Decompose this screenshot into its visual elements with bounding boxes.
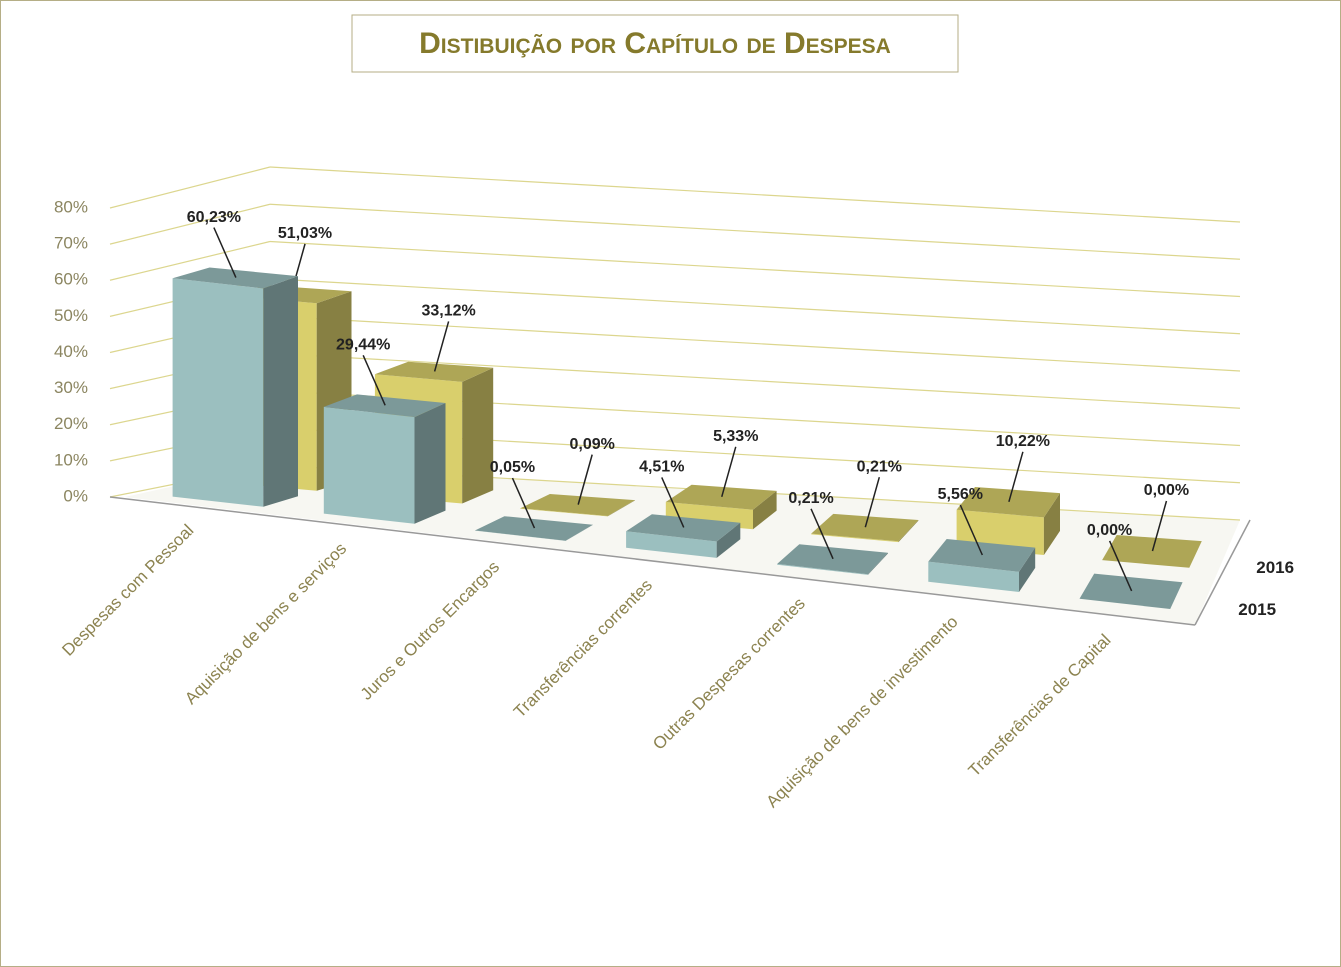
grid-line (269, 166, 1241, 223)
grid-line (109, 166, 271, 209)
bar-front (323, 406, 415, 524)
bar-top (1079, 573, 1183, 609)
bar-top (956, 487, 1060, 518)
grid-line (109, 240, 271, 281)
value-label: 51,03% (278, 225, 332, 242)
bar-top (374, 361, 494, 382)
grid-line (269, 352, 1241, 409)
leader-line (959, 504, 984, 556)
bar-front (777, 563, 868, 575)
bar-front (520, 508, 608, 517)
y-tick-label: 80% (54, 197, 88, 216)
bar-top (811, 513, 919, 542)
y-tick-label: 10% (54, 450, 88, 469)
value-label: 10,22% (996, 433, 1050, 450)
bar-side (462, 367, 494, 504)
bar-side (753, 490, 777, 530)
grid-line (269, 203, 1241, 260)
leader-line (433, 321, 450, 372)
value-label: 29,44% (336, 337, 390, 354)
leader-line (511, 477, 536, 529)
bar-top (323, 394, 446, 418)
depth-label: 2016 (1256, 558, 1294, 577)
grid-line (269, 240, 1241, 298)
y-tick-label: 20% (54, 414, 88, 433)
bar (811, 513, 919, 543)
value-label: 0,05% (490, 459, 535, 476)
leader-line (1008, 451, 1024, 503)
bar-front (172, 278, 264, 507)
bar (928, 539, 1036, 592)
bar-front (626, 531, 717, 558)
leader-line (661, 477, 685, 528)
bar-top (474, 516, 593, 541)
y-tick-label: 0% (63, 486, 88, 505)
grid-line (269, 315, 1241, 372)
bar-top (626, 514, 741, 542)
bar-side (414, 403, 446, 524)
y-tick-label: 30% (54, 378, 88, 397)
leader-line (1151, 500, 1168, 552)
bar-side (1019, 547, 1036, 592)
value-label: 60,23% (187, 209, 241, 226)
bar (1079, 573, 1183, 609)
bar-side (263, 276, 298, 507)
bar-top (520, 494, 635, 516)
value-label: 0,00% (1087, 522, 1132, 539)
value-label: 5,33% (713, 428, 758, 445)
bar-front (474, 530, 566, 541)
bar (626, 514, 741, 558)
bar-top (1102, 535, 1202, 568)
y-tick-label: 50% (54, 306, 88, 325)
bar-side (607, 500, 635, 517)
leader-line (1108, 540, 1133, 592)
bar (520, 494, 635, 517)
value-label: 0,21% (857, 458, 902, 475)
value-label: 0,00% (1144, 482, 1189, 499)
leader-line (362, 355, 386, 406)
bar-top (172, 267, 298, 289)
value-label: 4,51% (639, 459, 684, 476)
chart-title: Distibuição por Capítulo de Despesa (419, 27, 891, 60)
leader-line (577, 454, 593, 505)
bar-side (565, 524, 593, 541)
bar (474, 516, 593, 541)
title-box (351, 14, 959, 73)
value-label: 0,09% (569, 436, 614, 453)
value-label: 5,56% (938, 486, 983, 503)
x-axis (109, 496, 1196, 626)
depth-label: 2015 (1238, 600, 1276, 619)
bar-top (777, 544, 888, 575)
bar-side (898, 520, 919, 543)
bar (172, 267, 298, 507)
leader-line (721, 446, 737, 498)
bar-front (811, 533, 899, 543)
value-label: 0,21% (788, 490, 833, 507)
bar-side (867, 552, 888, 575)
y-tick-label: 70% (54, 234, 88, 253)
y-tick-label: 40% (54, 342, 88, 361)
value-label: 33,12% (421, 303, 475, 320)
bar-top (665, 484, 777, 510)
bar-side (716, 522, 741, 558)
y-tick-label: 60% (54, 270, 88, 289)
bar-top (928, 539, 1036, 572)
bar-side (1043, 493, 1060, 555)
leader-line (864, 477, 881, 528)
bar (1102, 535, 1202, 568)
grid-line (269, 278, 1241, 335)
leader-line (810, 508, 834, 560)
leader-line (213, 227, 237, 278)
grid-line (109, 203, 271, 245)
bar-front (928, 561, 1019, 592)
bar (777, 544, 888, 575)
depth-axis (1194, 519, 1251, 626)
bar (323, 394, 446, 524)
